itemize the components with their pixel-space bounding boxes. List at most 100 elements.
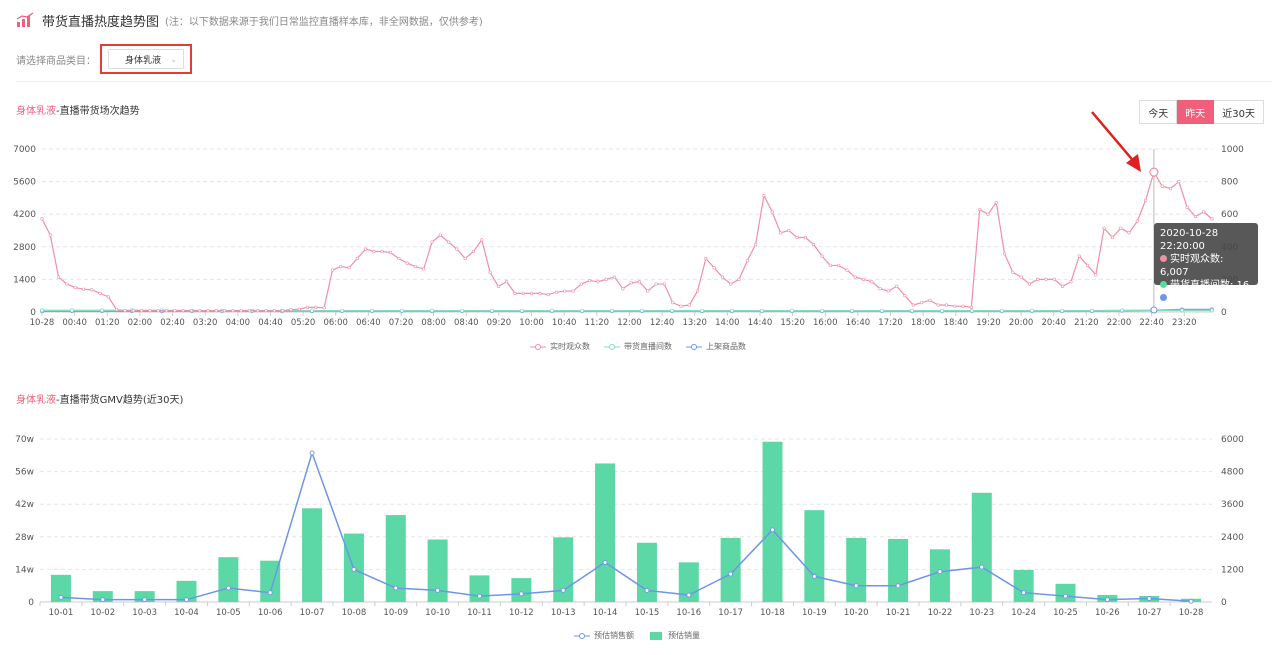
- hover-point: [1150, 306, 1158, 314]
- x-tick-label: 10-19: [802, 608, 827, 618]
- data-point: [380, 249, 384, 254]
- data-point: [520, 308, 525, 313]
- data-point: [1019, 275, 1023, 279]
- data-point: [1119, 226, 1123, 230]
- data-point: [256, 309, 260, 313]
- category-filter: 请选择商品类目： 身体乳液 ⌄: [16, 44, 192, 74]
- x-tick-label: 12:00: [617, 318, 642, 328]
- data-point: [1061, 284, 1065, 288]
- data-point: [1069, 280, 1073, 284]
- period-today-button[interactable]: 今天: [1139, 100, 1178, 124]
- legend-sales-amount-label: 预估销售额: [594, 631, 634, 640]
- data-point: [435, 587, 441, 593]
- data-point: [760, 308, 765, 313]
- x-tick-label: 09:20: [487, 318, 512, 328]
- divider: [16, 81, 1272, 82]
- x-tick-label: 10-22: [928, 608, 953, 618]
- legend-viewers[interactable]: 实时观众数: [530, 341, 590, 352]
- data-point: [48, 233, 52, 237]
- bar: [846, 537, 867, 602]
- data-point: [795, 235, 799, 240]
- data-point: [560, 587, 566, 593]
- data-point: [397, 256, 401, 261]
- data-point: [521, 291, 525, 295]
- data-point: [189, 309, 193, 313]
- bar: [888, 538, 909, 602]
- data-point: [895, 583, 901, 589]
- data-point: [347, 266, 351, 270]
- data-point: [73, 285, 77, 290]
- data-point: [438, 233, 442, 237]
- data-point: [654, 282, 658, 286]
- data-point: [477, 593, 482, 599]
- x-tick-label: 10-20: [844, 608, 869, 618]
- y-right-tick-label: 0: [1221, 598, 1227, 608]
- legend-products[interactable]: 上架商品数: [686, 341, 746, 352]
- data-point: [729, 282, 733, 286]
- legend-sales-volume[interactable]: 预估销量: [648, 630, 700, 641]
- legend-rooms-label: 带货直播间数: [624, 342, 672, 351]
- data-point: [173, 309, 177, 313]
- highlight-box: 身体乳液 ⌄: [100, 44, 192, 74]
- data-point: [1110, 235, 1115, 240]
- data-point: [602, 559, 608, 565]
- legend-viewers-label: 实时观众数: [550, 342, 590, 351]
- data-point: [181, 309, 185, 313]
- data-point: [820, 308, 825, 313]
- data-point: [1160, 184, 1164, 188]
- data-point: [70, 308, 75, 313]
- page-header: 带货直播热度趋势图 (注：以下数据来源于我们日常监控直播样本库，非全网数据，仅供…: [16, 10, 483, 30]
- data-point: [853, 583, 859, 589]
- x-tick-label: 00:40: [62, 318, 87, 328]
- x-tick-label: 10-08: [342, 608, 367, 618]
- data-point: [662, 282, 666, 286]
- data-point: [156, 309, 160, 313]
- x-tick-label: 10-01: [49, 608, 74, 618]
- legend-line-icon: [574, 632, 590, 639]
- data-point: [455, 247, 459, 251]
- x-tick-label: 10-16: [676, 608, 701, 618]
- x-tick-label: 14:00: [715, 318, 740, 328]
- legend-sales-amount[interactable]: 预估销售额: [574, 630, 634, 641]
- data-point: [629, 281, 633, 285]
- y-tick-label: 7000: [13, 145, 36, 155]
- x-tick-label: 17:20: [878, 318, 903, 328]
- data-point: [579, 282, 583, 286]
- chart1-title-text: -直播带货场次趋势: [56, 106, 140, 117]
- data-point: [65, 282, 69, 286]
- data-point: [937, 569, 943, 575]
- x-tick-label: 05:20: [291, 318, 316, 328]
- data-point: [225, 585, 231, 591]
- period-30days-button[interactable]: 近30天: [1214, 100, 1264, 124]
- tooltip-time: 2020-10-28 22:20:00: [1160, 228, 1219, 252]
- category-select[interactable]: 身体乳液 ⌄: [108, 49, 184, 69]
- legend-sales-volume-label: 预估销量: [668, 631, 700, 640]
- x-tick-label: 22:40: [1139, 318, 1164, 328]
- data-point: [247, 309, 252, 313]
- x-tick-label: 10-11: [467, 608, 492, 618]
- data-point: [264, 309, 268, 313]
- tooltip-dot-rooms: [1160, 281, 1167, 288]
- data-point: [979, 564, 985, 570]
- annotation-arrow-icon: [1091, 111, 1141, 172]
- y-right-tick-label: 600: [1221, 210, 1238, 220]
- data-point: [314, 305, 318, 309]
- data-point: [1036, 277, 1040, 281]
- data-point: [1021, 590, 1027, 596]
- data-point: [910, 308, 915, 313]
- period-yesterday-button[interactable]: 昨天: [1177, 100, 1215, 124]
- x-tick-label: 01:20: [95, 318, 120, 328]
- data-point: [518, 591, 524, 597]
- legend-rooms[interactable]: 带货直播间数: [604, 341, 672, 352]
- data-point: [40, 308, 45, 313]
- data-point: [529, 291, 534, 295]
- chart2-title: 身体乳液-直播带货GMV趋势(近30天): [16, 391, 183, 406]
- data-point: [878, 287, 882, 291]
- data-point: [339, 308, 344, 313]
- data-point: [880, 308, 885, 313]
- data-point: [1002, 252, 1007, 256]
- data-point: [505, 280, 509, 284]
- data-point: [142, 597, 148, 603]
- x-tick-label: 15:20: [780, 318, 805, 328]
- data-point: [621, 287, 625, 291]
